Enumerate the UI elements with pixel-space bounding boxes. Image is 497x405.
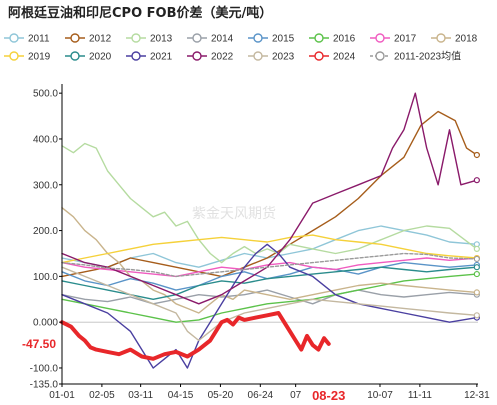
series-end-point [473,255,480,263]
x-tick-label: 01-01 [49,390,75,401]
y-tick-label: 400.0 [33,134,58,145]
series-line [61,289,478,305]
legend-item-2016[interactable]: 2016 [309,33,356,45]
chart-title: 阿根廷豆油和印尼CPO FOB价差（美元/吨） [8,5,272,21]
legend-label: 2019 [28,52,51,63]
legend-item-2011[interactable]: 2011 [4,33,50,45]
series-2016 [61,270,480,323]
legend-label: 2011-2023均值 [394,50,461,63]
series-2024 [60,311,331,361]
x-tick-label: 02-05 [89,390,115,401]
legend-item-2018[interactable]: 2018 [431,33,478,45]
y-tick-label: 100.0 [33,272,58,283]
series-end-point [473,151,480,159]
series-line [61,273,478,323]
y-tick-label: 300.0 [33,180,58,191]
series-2011-2023均值 [61,252,480,278]
legend-item-2020[interactable]: 2020 [65,51,112,63]
y-tick-label: 500.0 [33,89,58,100]
series-end-point [473,289,480,296]
legend-label: 2014 [211,34,234,45]
highlight-date-label: 08-23 [312,388,345,403]
series-line [60,311,331,361]
legend-item-2021[interactable]: 2021 [126,51,173,63]
series-end-point [473,245,480,252]
legend-item-2023[interactable]: 2023 [248,51,295,63]
y-tick-label: -135.0 [30,380,59,391]
x-tick-label: 11-11 [408,390,433,401]
legend-label: 2017 [394,34,417,45]
plot-area [60,92,480,369]
series-line [61,207,478,314]
legend-item-2014[interactable]: 2014 [187,33,234,45]
legend-label: 2011 [28,34,50,45]
legend-label: 2018 [455,34,478,45]
legend-label: 2020 [89,52,112,63]
legend-item-2024[interactable]: 2024 [309,51,356,63]
y-tick-label: 200.0 [33,226,58,237]
y-tick-label: 0.000 [33,318,58,329]
x-tick-label: 07 [290,390,302,401]
legend-label: 2013 [150,34,173,45]
series-line [61,92,478,305]
y-axis: 500.0 400.0 300.0 200.0 100.0 0.000 -100.0 -135… [30,84,63,391]
legend-label: 2024 [333,52,356,63]
series-end-point [473,270,480,278]
series-line [61,252,478,278]
legend-label: 2021 [150,52,173,63]
legend-label: 2023 [272,52,295,63]
series-2018 [61,207,480,314]
series-end-point [473,264,480,271]
legend-item-2019[interactable]: 2019 [4,51,51,63]
watermark: 紫金天风期货 [192,205,276,221]
x-tick-label: 05-20 [208,390,234,401]
legend-item-2017[interactable]: 2017 [370,33,417,45]
x-tick-label: 12-31 [464,390,490,401]
series-line [61,142,478,264]
legend-item-2013[interactable]: 2013 [126,33,173,45]
legend-label: 2012 [89,34,112,45]
series-line [61,266,478,342]
x-tick-label: 10-07 [367,390,393,401]
legend-item-2015[interactable]: 2015 [248,33,295,45]
y-tick-label: -100.0 [30,363,59,374]
x-axis: 01-01 02-05 03-11 04-15 05-20 06-24 07 10-07 11-… [49,383,490,401]
legend-label: 2015 [272,34,295,45]
series-2013 [61,142,480,264]
series-line [61,257,478,278]
current-value-label: -47.50 [22,337,56,351]
series-end-point [473,312,480,319]
legend-item-2011-2023均值[interactable]: 2011-2023均值 [370,50,461,63]
legend-item-2012[interactable]: 2012 [65,33,112,45]
legend: 2011 2012 2013 2014 2015 2016 2017 2018 2019 2020… [4,33,478,63]
series-end-point [473,177,480,184]
series-line [61,234,478,264]
series-2023 [61,266,480,342]
series-line [61,243,478,369]
series-2017 [61,254,480,278]
x-tick-label: 04-15 [168,390,194,401]
x-tick-label: 06-24 [248,390,274,401]
legend-item-2022[interactable]: 2022 [187,51,234,63]
legend-label: 2022 [211,52,234,63]
legend-label: 2016 [333,34,356,45]
x-tick-label: 03-11 [128,390,153,401]
series-2022 [61,92,480,305]
